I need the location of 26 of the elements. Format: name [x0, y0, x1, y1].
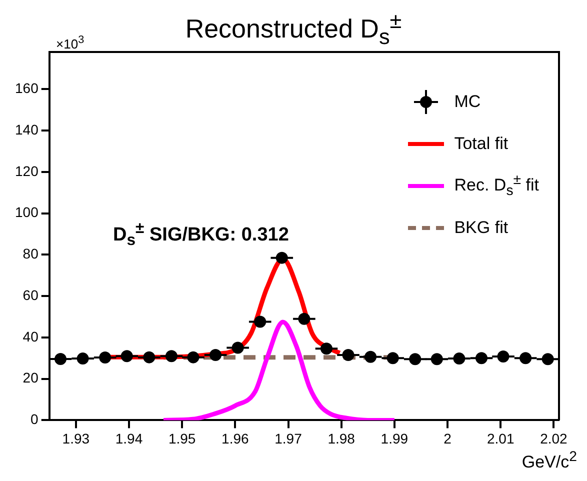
- legend-label: BKG fit: [454, 218, 508, 238]
- legend-label: MC: [454, 92, 481, 112]
- x-tick-label: 1.96: [222, 430, 249, 446]
- legend-label: Total fit: [454, 134, 508, 154]
- x-tick-label: 1.98: [328, 430, 356, 446]
- x-tick-label: 2.02: [540, 430, 568, 446]
- x-axis-title: GeV/c$^{2}$: [522, 449, 577, 473]
- legend-label: Rec. D$_{s}$$^{±}$ fit: [454, 172, 539, 200]
- y-tick-label: 120: [15, 162, 39, 179]
- x-tick-label: 2: [444, 430, 452, 446]
- y-tick-label: 40: [22, 328, 39, 344]
- annotation: D$_{s}$$^{±}$ SIG/BKG: 0.312: [113, 220, 289, 250]
- x-tick-label: 1.99: [380, 430, 408, 446]
- y-tick-label: 160: [15, 80, 39, 96]
- y-tick-label: 0: [30, 411, 39, 428]
- annotation: ×10$^{3}$: [56, 34, 84, 52]
- y-tick-label: 80: [22, 246, 39, 262]
- y-tick-label: 20: [22, 370, 39, 386]
- x-tick-label: 1.93: [62, 430, 90, 446]
- y-tick-label: 60: [22, 286, 39, 303]
- x-tick-label: 1.97: [274, 430, 302, 446]
- x-tick-label: 2.01: [486, 430, 514, 446]
- x-tick-label: 1.95: [168, 430, 196, 446]
- x-tick-label: 1.94: [115, 430, 143, 446]
- y-tick-label: 140: [15, 121, 39, 138]
- y-tick-label: 100: [15, 204, 39, 220]
